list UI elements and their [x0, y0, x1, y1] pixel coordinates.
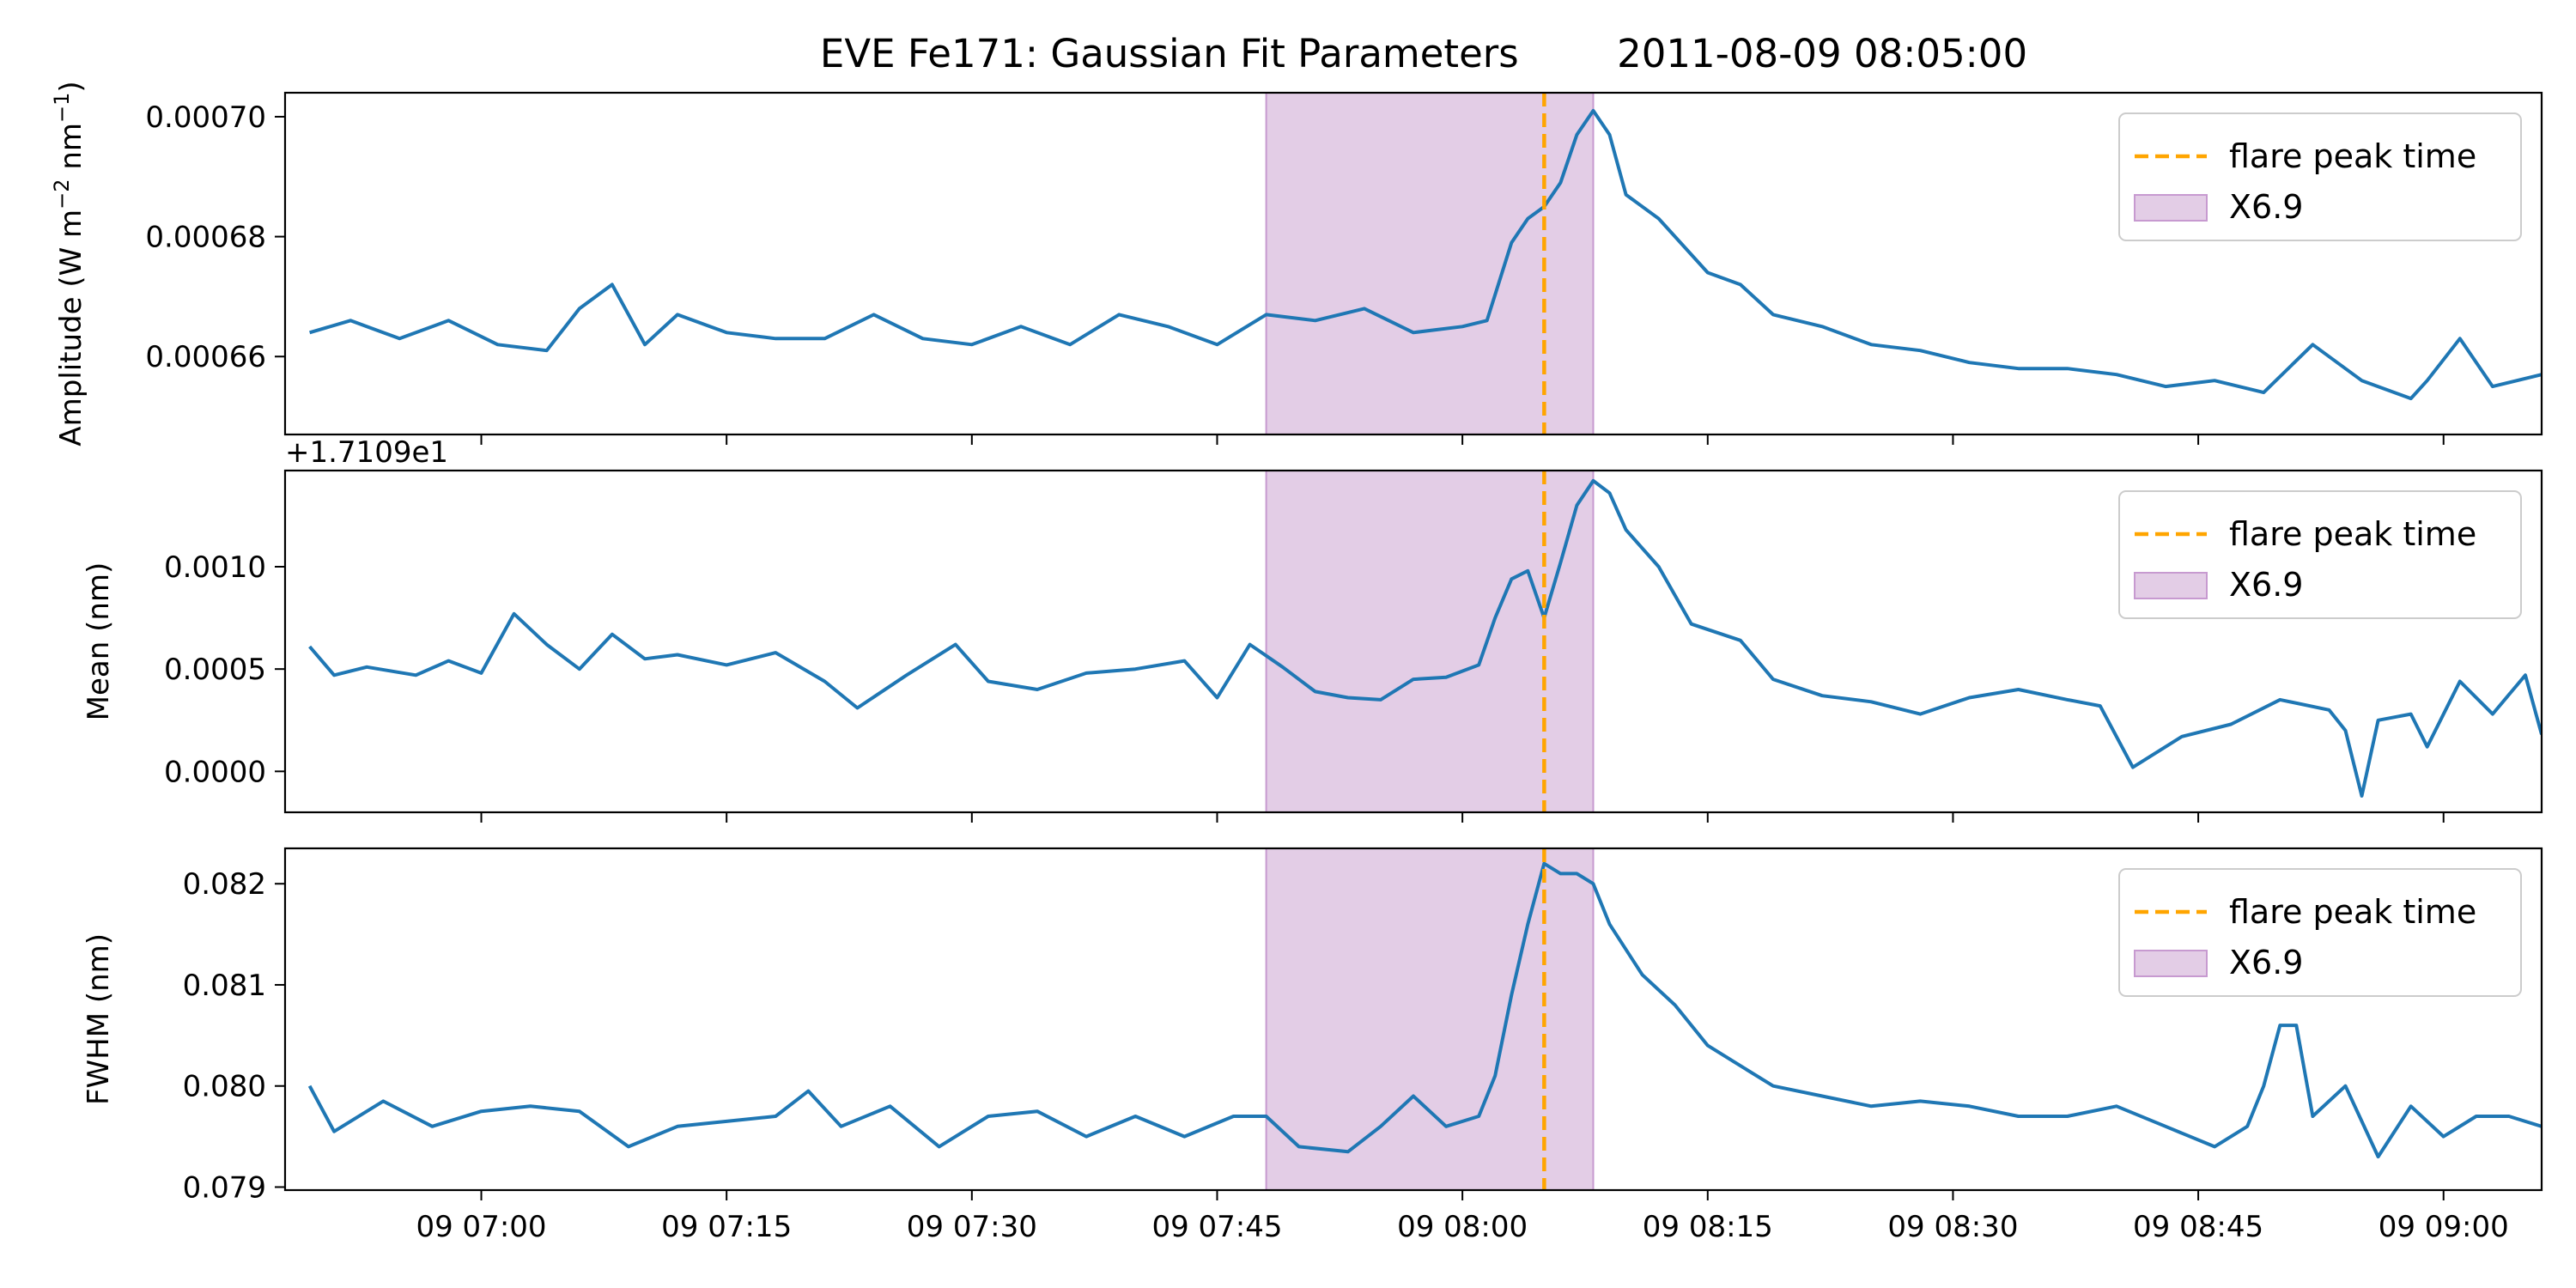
- panels: 0.00066 0.00068 0.00070 Amplitude (W m−2 nm…: [50, 81, 2543, 1244]
- panel-1: 0.00066 0.00068 0.00070 Amplitude (W m−2 nm…: [50, 81, 2543, 447]
- series-line: [309, 108, 2542, 401]
- y-tick-label: 0.080: [183, 1070, 266, 1104]
- legend-span-swatch: [2134, 572, 2208, 599]
- y-axis-title-superscript: −1: [50, 93, 74, 123]
- legend-frame: [2118, 490, 2522, 619]
- legend-peak-label: flare peak time: [2229, 893, 2476, 931]
- axes-frame: [283, 469, 2543, 814]
- y-tick-label: 0.00066: [145, 340, 266, 374]
- chart-title: EVE Fe171: Gaussian Fit Parameters 2011-…: [820, 31, 2027, 76]
- legend: flare peak time X6.9: [2118, 112, 2522, 241]
- legend-span-swatch: [2134, 950, 2208, 977]
- y-tick-label: 0.00068: [145, 221, 266, 255]
- panel-3: 0.079 0.080 0.081 0.082 09 07:00 09 07:15 09 0…: [82, 847, 2543, 1244]
- y-axis-title-part: nm: [54, 123, 88, 179]
- axes-frame: [283, 91, 2543, 436]
- series-line: [308, 478, 2542, 798]
- legend-span-label: X6.9: [2229, 188, 2303, 226]
- y-axis-title-part: ): [54, 81, 88, 92]
- y-axis-title: Mean (nm): [82, 562, 116, 721]
- flare-span: [1265, 848, 1595, 1191]
- y-tick-label: 0.00070: [145, 100, 266, 135]
- x-tick-label: 09 07:15: [661, 1210, 792, 1244]
- panel-2: 0.0000 0.0005 0.0010 Mean (nm) +1.7109e1 flar…: [82, 435, 2543, 823]
- y-axis-title: Amplitude (W m−2 nm−1): [50, 81, 88, 446]
- legend-span-label: X6.9: [2229, 944, 2303, 981]
- axes-frame: [283, 847, 2543, 1192]
- x-tick-label: 09 07:00: [416, 1210, 546, 1244]
- x-tick-label: 09 08:00: [1397, 1210, 1528, 1244]
- y-tick-label: 0.082: [183, 867, 266, 902]
- x-tick-label: 09 08:30: [1887, 1210, 2018, 1244]
- x-tick-label: 09 09:00: [2379, 1210, 2509, 1244]
- legend-span-label: X6.9: [2229, 566, 2303, 604]
- x-tick-label: 09 08:45: [2133, 1210, 2263, 1244]
- y-axis-title-superscript: −2: [50, 179, 74, 209]
- legend-peak-label: flare peak time: [2229, 137, 2476, 175]
- y-tick-label: 0.081: [183, 969, 266, 1003]
- legend-peak-label: flare peak time: [2229, 515, 2476, 553]
- y-tick-label: 0.079: [183, 1170, 266, 1205]
- legend-span-swatch: [2134, 194, 2208, 222]
- x-tick-label: 09 07:45: [1151, 1210, 1282, 1244]
- flare-span: [1265, 92, 1595, 435]
- y-axis-title: FWHM (nm): [82, 933, 116, 1105]
- legend: flare peak time X6.9: [2118, 868, 2522, 997]
- legend-frame: [2118, 868, 2522, 997]
- legend: flare peak time X6.9: [2118, 490, 2522, 619]
- flare-span: [1265, 470, 1595, 813]
- y-tick-label: 0.0000: [164, 755, 266, 789]
- y-tick-label: 0.0005: [164, 653, 266, 687]
- y-tick-label: 0.0010: [164, 550, 266, 585]
- legend-frame: [2118, 112, 2522, 241]
- x-tick-label: 09 08:15: [1643, 1210, 1773, 1244]
- x-tick-label: 09 07:30: [907, 1210, 1037, 1244]
- y-axis-title-part: Amplitude (W m: [54, 210, 88, 447]
- series-line: [307, 861, 2542, 1159]
- y-offset-label: +1.7109e1: [285, 435, 448, 470]
